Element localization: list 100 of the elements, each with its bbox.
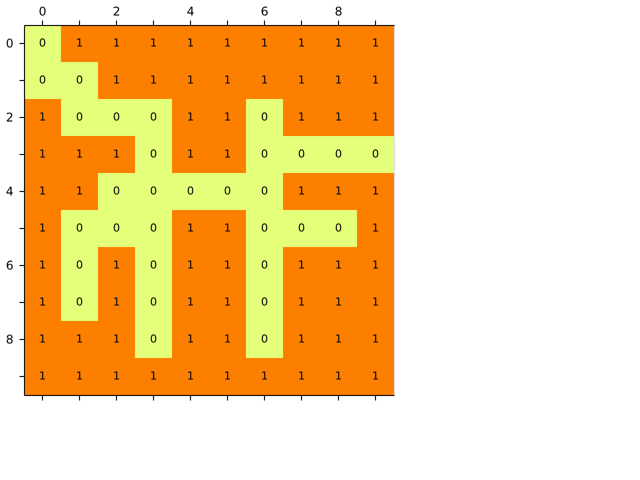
data-label: 0 xyxy=(261,222,268,234)
x-tick-label: 6 xyxy=(260,4,268,18)
x-tick-label: 4 xyxy=(186,4,194,18)
data-label: 0 xyxy=(150,148,157,160)
data-label: 1 xyxy=(39,296,46,308)
data-label: 1 xyxy=(113,370,120,382)
data-label: 1 xyxy=(298,36,305,50)
data-label: 1 xyxy=(224,296,231,308)
data-label: 1 xyxy=(76,184,83,198)
data-label: 1 xyxy=(335,36,342,50)
data-label: 1 xyxy=(187,36,194,50)
data-label: 0 xyxy=(39,36,46,50)
data-label: 0 xyxy=(261,258,268,272)
data-label: 1 xyxy=(187,370,194,382)
data-label: 0 xyxy=(261,148,268,160)
data-label: 1 xyxy=(372,370,379,382)
data-label: 1 xyxy=(187,296,194,308)
data-label: 1 xyxy=(76,148,83,160)
data-label: 1 xyxy=(113,332,120,346)
data-label: 1 xyxy=(372,110,379,124)
data-label: 0 xyxy=(150,332,157,346)
data-label: 1 xyxy=(224,370,231,382)
x-tick-label: 8 xyxy=(334,4,342,18)
data-label: 1 xyxy=(372,296,379,308)
data-label: 0 xyxy=(150,110,157,124)
data-label: 0 xyxy=(76,258,83,272)
data-label: 1 xyxy=(39,332,46,346)
data-label: 1 xyxy=(224,110,231,124)
data-label: 1 xyxy=(39,110,46,124)
data-label: 1 xyxy=(335,370,342,382)
data-label: 1 xyxy=(224,222,231,234)
data-label: 1 xyxy=(335,258,342,272)
data-label: 1 xyxy=(187,332,194,346)
data-label: 1 xyxy=(298,74,305,86)
data-label: 0 xyxy=(298,148,305,160)
data-label: 0 xyxy=(335,148,342,160)
data-label: 0 xyxy=(261,296,268,308)
data-label: 0 xyxy=(150,222,157,234)
data-label: 1 xyxy=(372,184,379,198)
data-label: 1 xyxy=(113,148,120,160)
data-label: 1 xyxy=(113,258,120,272)
data-label: 1 xyxy=(261,36,268,50)
data-label: 1 xyxy=(39,184,46,198)
data-label: 1 xyxy=(224,74,231,86)
data-label: 0 xyxy=(298,222,305,234)
data-label: 1 xyxy=(187,74,194,86)
data-label: 1 xyxy=(224,148,231,160)
data-label: 0 xyxy=(76,74,83,86)
data-label: 1 xyxy=(150,370,157,382)
data-label: 0 xyxy=(150,296,157,308)
data-label: 1 xyxy=(76,332,83,346)
data-label: 0 xyxy=(39,74,46,86)
data-label: 1 xyxy=(224,258,231,272)
data-label: 1 xyxy=(298,184,305,198)
y-tick-label: 6 xyxy=(6,258,14,272)
data-label: 1 xyxy=(335,332,342,346)
data-label: 0 xyxy=(261,332,268,346)
data-label: 1 xyxy=(372,332,379,346)
data-label: 1 xyxy=(39,370,46,382)
data-label: 1 xyxy=(372,36,379,50)
data-label: 0 xyxy=(76,222,83,234)
data-label: 0 xyxy=(335,222,342,234)
data-label: 1 xyxy=(76,370,83,382)
data-label: 1 xyxy=(298,110,305,124)
data-label: 1 xyxy=(76,36,83,50)
data-label: 1 xyxy=(298,258,305,272)
y-tick-label: 0 xyxy=(6,36,14,50)
data-label: 1 xyxy=(335,74,342,86)
x-tick-label: 0 xyxy=(38,4,46,18)
data-label: 1 xyxy=(113,36,120,50)
data-label: 1 xyxy=(335,110,342,124)
data-label: 1 xyxy=(372,258,379,272)
data-label: 1 xyxy=(39,148,46,160)
data-label: 1 xyxy=(187,222,194,234)
data-label: 1 xyxy=(335,184,342,198)
data-label: 1 xyxy=(39,222,46,234)
data-label: 0 xyxy=(150,184,157,198)
data-label: 0 xyxy=(150,258,157,272)
data-label: 1 xyxy=(261,370,268,382)
data-label: 0 xyxy=(261,184,268,198)
data-label: 1 xyxy=(298,332,305,346)
data-label: 0 xyxy=(76,296,83,308)
data-label: 1 xyxy=(187,148,194,160)
data-label: 1 xyxy=(39,258,46,272)
data-label: 1 xyxy=(372,74,379,86)
y-tick-label: 2 xyxy=(6,110,14,124)
data-label: 0 xyxy=(76,110,83,124)
data-label: 0 xyxy=(261,110,268,124)
data-label: 0 xyxy=(113,184,120,198)
data-label: 0 xyxy=(187,184,194,198)
data-label: 1 xyxy=(150,36,157,50)
data-label: 1 xyxy=(298,296,305,308)
data-label: 1 xyxy=(372,222,379,234)
data-label: 1 xyxy=(261,74,268,86)
data-label: 0 xyxy=(224,184,231,198)
data-label: 1 xyxy=(224,332,231,346)
x-tick-label: 2 xyxy=(112,4,120,18)
data-label: 1 xyxy=(113,74,120,86)
data-label: 0 xyxy=(372,148,379,160)
data-label: 0 xyxy=(113,110,120,124)
